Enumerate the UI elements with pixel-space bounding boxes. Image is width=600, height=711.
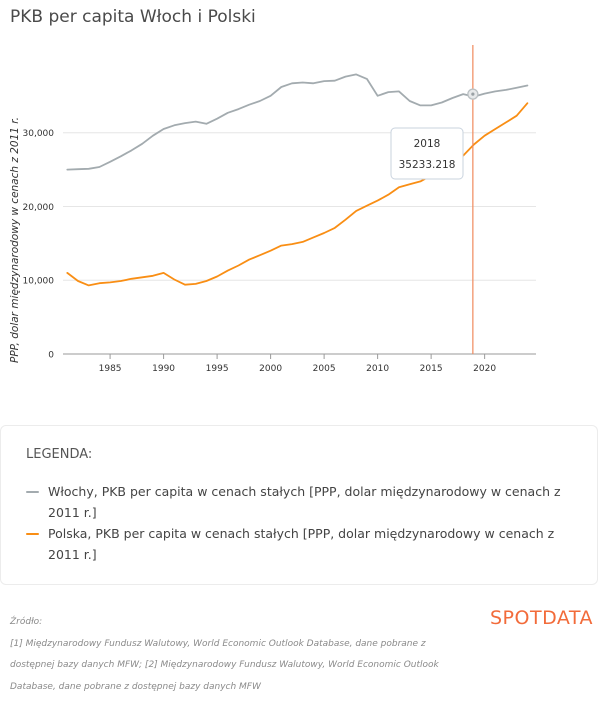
y-axis: 0 10,000 20,000 30,000 — [23, 129, 55, 360]
series-group — [66, 73, 529, 287]
line-chart[interactable]: 0 10,000 20,000 30,000 1985 1990 1995 2000 2005… — [0, 40, 600, 420]
legend-item-poland[interactable]: Polska, PKB per capita w cenach stałych … — [26, 523, 581, 565]
chart-title: PKB per capita Włoch i Polski — [10, 7, 256, 27]
legend-swatch-italy — [26, 491, 39, 493]
legend-item-italy[interactable]: Włochy, PKB per capita w cenach stałych … — [26, 481, 581, 523]
hover-cursor — [467, 45, 479, 354]
x-axis: 1985 1990 1995 2000 2005 2010 2015 2020 — [99, 354, 496, 374]
series-line-italy[interactable] — [66, 73, 529, 171]
tooltip-box — [390, 127, 464, 180]
y-tick-label: 30,000 — [23, 129, 55, 139]
legend-swatch-poland — [26, 533, 39, 535]
x-tick-label: 2005 — [313, 364, 336, 374]
x-tick-label: 1985 — [99, 364, 122, 374]
y-tick-label: 10,000 — [23, 277, 55, 287]
x-tick-label: 2000 — [259, 364, 282, 374]
hover-point-center — [471, 92, 475, 96]
legend-title: LEGENDA: — [26, 447, 93, 462]
source-notes: Źródło: [1] Międzynarodowy Fundusz Walut… — [10, 612, 460, 698]
source-text: [1] Międzynarodowy Fundusz Walutowy, Wor… — [10, 638, 439, 692]
x-tick-label: 2015 — [420, 364, 443, 374]
y-axis-label: PPP, dolar międzynarodowy w cenach z 201… — [9, 117, 21, 363]
tooltip: 2018 35233.218 — [390, 127, 464, 180]
x-tick-label: 2010 — [366, 364, 389, 374]
source-heading: Źródło: — [10, 617, 43, 627]
legend-label-poland: Polska, PKB per capita w cenach stałych … — [48, 526, 555, 562]
legend-label-italy: Włochy, PKB per capita w cenach stałych … — [48, 484, 561, 520]
x-tick-label: 1995 — [206, 364, 229, 374]
x-tick-label: 1990 — [152, 364, 175, 374]
x-tick-label: 2020 — [473, 364, 496, 374]
legend-box: LEGENDA: Włochy, PKB per capita w cenach… — [0, 425, 598, 585]
y-tick-label: 20,000 — [23, 203, 55, 213]
tooltip-year: 2018 — [414, 138, 441, 150]
y-tick-label: 0 — [48, 351, 54, 361]
spotdata-logo: SPOTDATA — [490, 607, 594, 629]
tooltip-value: 35233.218 — [399, 159, 456, 171]
